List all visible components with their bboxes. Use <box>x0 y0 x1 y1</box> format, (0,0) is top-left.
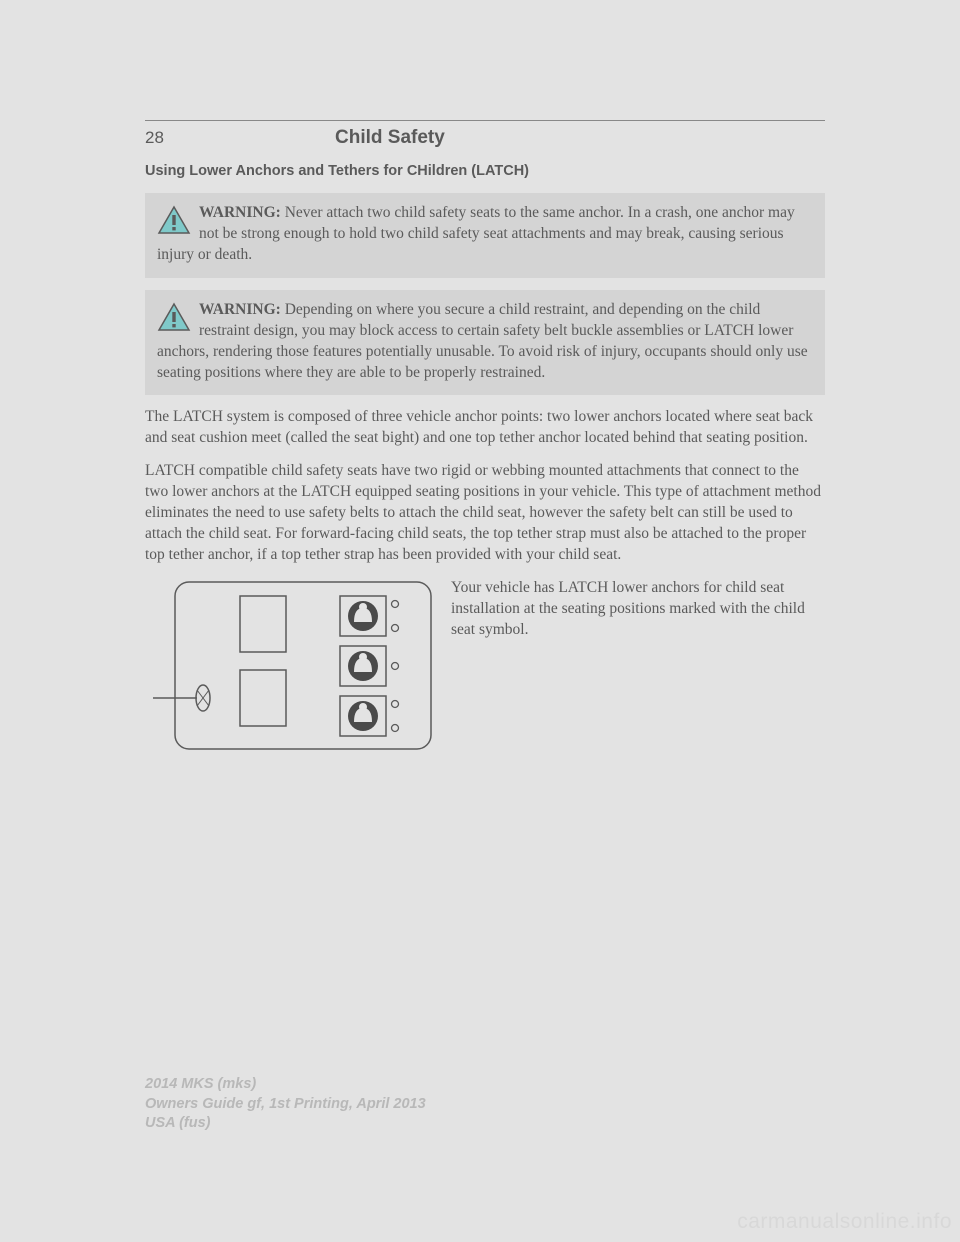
seat-layout-diagram <box>145 578 435 753</box>
body-paragraph: LATCH compatible child safety seats have… <box>145 461 825 566</box>
page-header: 28 Child Safety <box>145 127 825 149</box>
figure-row: Your vehicle has LATCH lower anchors for… <box>145 578 825 753</box>
warning-label: WARNING: <box>199 204 281 221</box>
figure-caption: Your vehicle has LATCH lower anchors for… <box>451 578 825 641</box>
watermark: carmanualsonline.info <box>737 1210 952 1234</box>
manual-page: 28 Child Safety Using Lower Anchors and … <box>145 120 825 753</box>
footer-line-3: USA (fus) <box>145 1114 426 1134</box>
footer-line-1: 2014 MKS (mks) <box>145 1075 426 1095</box>
warning-triangle-icon <box>157 302 191 332</box>
chapter-title: Child Safety <box>335 127 445 149</box>
header-rule <box>145 120 825 121</box>
section-title: Using Lower Anchors and Tethers for CHil… <box>145 163 825 179</box>
warning-triangle-icon <box>157 205 191 235</box>
page-number: 28 <box>145 128 335 148</box>
warning-box-1: WARNING: Never attach two child safety s… <box>145 193 825 278</box>
page-footer: 2014 MKS (mks) Owners Guide gf, 1st Prin… <box>145 1075 426 1134</box>
footer-line-2: Owners Guide gf, 1st Printing, April 201… <box>145 1095 426 1115</box>
warning-box-2: WARNING: Depending on where you secure a… <box>145 290 825 396</box>
body-paragraph: The LATCH system is composed of three ve… <box>145 407 825 449</box>
warning-label: WARNING: <box>199 301 281 318</box>
